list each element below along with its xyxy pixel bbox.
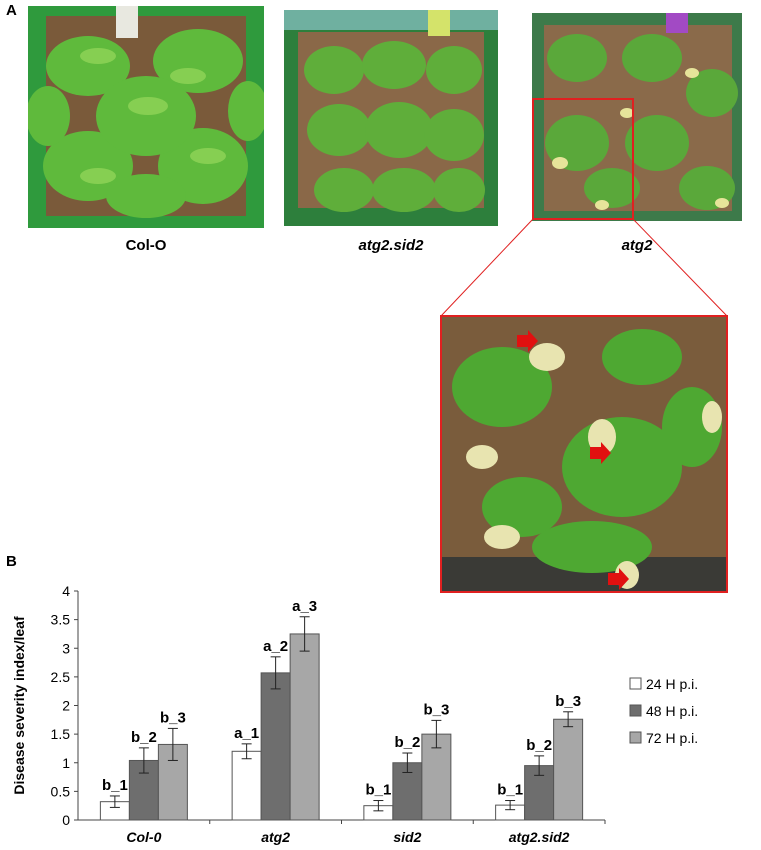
data-label: b_3 [160, 709, 186, 726]
photo-caption-col-0: Col-O [125, 237, 167, 254]
x-tick-label: atg2.sid2 [509, 829, 570, 845]
bar-2 [524, 765, 555, 821]
legend-swatch-3 [629, 731, 642, 744]
legend-swatch-1 [629, 677, 642, 690]
data-label: b_1 [497, 782, 523, 799]
legend-label-2: 48 H p.i. [646, 703, 698, 719]
y-axis-label: Disease severity index/leaf [11, 616, 27, 795]
data-label: b_2 [526, 737, 552, 754]
arrow-marker-3 [608, 568, 629, 590]
y-tick-label: 1.5 [51, 726, 71, 742]
zoom-inset-photo [440, 315, 728, 593]
plant-photo-atg2 [532, 13, 742, 221]
bar-3 [157, 743, 188, 821]
data-label: a_1 [234, 725, 259, 742]
zoom-line-right [632, 218, 728, 317]
plant-photo-atg2-sid2 [284, 10, 498, 226]
panel-b-label: B [6, 553, 17, 570]
x-tick-label: atg2 [261, 829, 290, 845]
data-label: b_3 [423, 701, 449, 718]
plant-photo-col-0 [28, 6, 264, 228]
y-tick-label: 3.5 [51, 612, 71, 628]
photo-caption-atg2: atg2 [621, 237, 653, 254]
y-tick-label: 4 [62, 583, 70, 599]
panel-a-label: A [6, 2, 17, 19]
data-label: b_1 [102, 777, 128, 794]
bar-3 [421, 733, 452, 821]
zoom-line-left [440, 218, 534, 317]
legend-swatch-2 [629, 704, 642, 717]
bar-2 [260, 672, 291, 821]
bar-2 [128, 759, 159, 821]
arrow-marker-2 [590, 442, 611, 464]
x-tick-label: sid2 [393, 829, 421, 845]
legend-label-3: 72 H p.i. [646, 730, 698, 746]
data-label: a_3 [292, 598, 317, 615]
y-tick-label: 3 [62, 640, 70, 656]
y-tick-label: 2 [62, 698, 70, 714]
y-tick-label: 1 [62, 755, 70, 771]
arrow-marker-1 [517, 330, 538, 352]
bar-3 [553, 718, 584, 821]
bar-1 [495, 804, 526, 821]
data-label: a_2 [263, 638, 288, 655]
bar-2 [392, 762, 423, 821]
bar-3 [289, 633, 320, 821]
y-tick-label: 2.5 [51, 669, 71, 685]
y-tick-label: 0 [62, 812, 70, 828]
bar-1 [363, 805, 394, 821]
legend-label-1: 24 H p.i. [646, 676, 698, 692]
data-label: b_2 [394, 734, 420, 751]
x-tick-label: Col-0 [126, 829, 161, 845]
photo-caption-atg2-sid2: atg2.sid2 [358, 237, 424, 254]
data-label: b_3 [555, 693, 581, 710]
bar-1 [231, 750, 262, 821]
bar-1 [99, 801, 130, 821]
data-label: b_2 [131, 729, 157, 746]
data-label: b_1 [365, 782, 391, 799]
y-tick-label: 0.5 [51, 783, 71, 799]
